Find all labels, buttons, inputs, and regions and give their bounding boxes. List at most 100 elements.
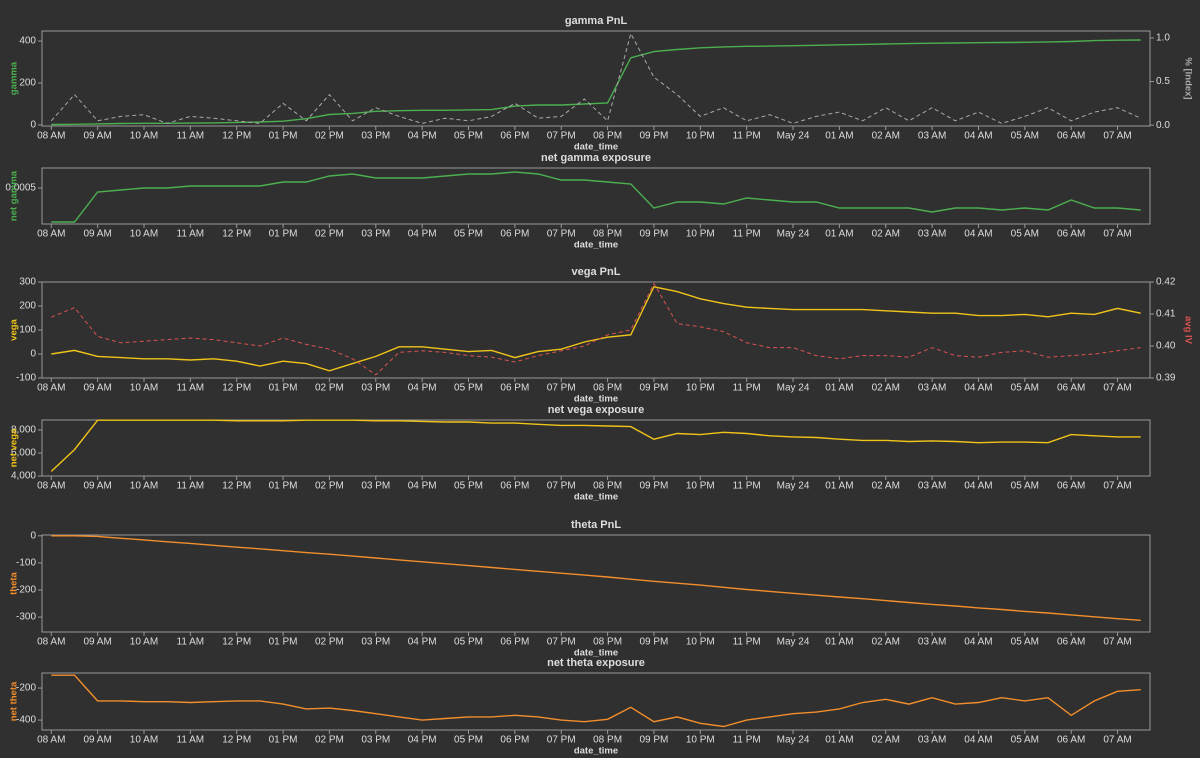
chart-title: net theta exposure [547, 657, 645, 669]
x-tick-label: 09 AM [83, 637, 111, 648]
x-tick-label: 03 AM [918, 735, 946, 746]
x-tick-label: 03 AM [918, 481, 946, 492]
x-axis-title: date_time [574, 492, 618, 503]
x-tick-label: 02 AM [872, 735, 900, 746]
x-tick-label: 04 AM [964, 229, 992, 240]
series-line [51, 282, 1141, 376]
x-tick-label: 08 AM [37, 481, 65, 492]
y-axis-title: avg IV [1182, 316, 1193, 345]
x-tick-label: 06 PM [500, 383, 529, 394]
series-line [51, 171, 1141, 223]
y-axis-title: theta [9, 571, 20, 594]
x-tick-label: 02 AM [872, 131, 900, 142]
x-tick-label: 10 PM [686, 637, 715, 648]
x-tick-label: 07 PM [547, 229, 576, 240]
x-tick-label: 03 PM [361, 735, 390, 746]
y-tick-label: 6,000 [11, 448, 36, 459]
x-tick-label: 09 PM [639, 383, 668, 394]
x-tick-label: 01 PM [269, 383, 298, 394]
x-tick-label: 01 AM [825, 637, 853, 648]
x-tick-label: 07 AM [1103, 131, 1131, 142]
x-tick-label: 06 PM [500, 735, 529, 746]
plot-frame [41, 281, 1151, 379]
x-tick-label: 03 AM [918, 637, 946, 648]
x-tick-label: 09 AM [83, 481, 111, 492]
x-tick-label: 08 AM [37, 229, 65, 240]
y-tick-label: 300 [19, 277, 36, 288]
y-axis-title: net vega [9, 428, 20, 467]
x-tick-label: 01 PM [269, 131, 298, 142]
x-tick-label: 11 PM [733, 637, 761, 648]
x-tick-label: 02 PM [315, 383, 344, 394]
x-tick-label: 04 PM [408, 637, 437, 648]
x-tick-label: 03 PM [361, 637, 390, 648]
x-tick-label: 01 PM [269, 637, 298, 648]
x-tick-label: 05 PM [454, 735, 483, 746]
x-tick-label: 06 AM [1057, 131, 1085, 142]
x-tick-label: 11 PM [733, 735, 761, 746]
x-tick-label: 03 AM [918, 131, 946, 142]
x-tick-label: 05 PM [454, 131, 483, 142]
x-axis-title: date_time [574, 240, 618, 251]
x-tick-label: 05 PM [454, 637, 483, 648]
y-tick-label: 0.42 [1156, 277, 1176, 288]
x-tick-label: 11 PM [733, 229, 761, 240]
x-tick-label: May 24 [777, 229, 810, 240]
x-tick-label: 04 PM [408, 131, 437, 142]
x-tick-label: 11 AM [177, 383, 205, 394]
x-tick-label: 06 PM [500, 131, 529, 142]
x-tick-label: 10 AM [130, 481, 158, 492]
x-tick-label: 07 PM [547, 637, 576, 648]
series-line [51, 674, 1141, 728]
x-tick-label: 04 AM [964, 383, 992, 394]
x-tick-label: 09 PM [639, 637, 668, 648]
x-tick-label: 08 AM [37, 131, 65, 142]
x-tick-label: 03 PM [361, 131, 390, 142]
y-axis-title: % [Index] [1182, 57, 1193, 99]
x-tick-label: 11 AM [177, 735, 205, 746]
x-tick-label: 06 PM [500, 637, 529, 648]
y-axis-title: gamma [9, 61, 20, 95]
x-tick-label: 08 PM [593, 481, 622, 492]
x-tick-label: 07 AM [1103, 229, 1131, 240]
x-tick-label: 04 AM [964, 131, 992, 142]
x-tick-label: 09 PM [639, 131, 668, 142]
x-tick-label: 02 PM [315, 735, 344, 746]
x-tick-label: May 24 [777, 131, 810, 142]
x-tick-label: 01 PM [269, 229, 298, 240]
y-axis-title: net theta [9, 681, 20, 721]
x-tick-label: 01 PM [269, 735, 298, 746]
x-tick-label: 09 AM [83, 383, 111, 394]
x-tick-label: 08 PM [593, 229, 622, 240]
x-tick-label: 12 PM [222, 637, 251, 648]
x-tick-label: 06 AM [1057, 481, 1085, 492]
plot-frame [41, 30, 1151, 127]
x-tick-label: 04 AM [964, 481, 992, 492]
x-tick-label: 10 AM [130, 131, 158, 142]
x-tick-label: 12 PM [222, 735, 251, 746]
y-tick-label: -100 [16, 558, 36, 569]
x-tick-label: 06 PM [500, 481, 529, 492]
x-tick-label: 10 AM [130, 229, 158, 240]
x-tick-label: 05 AM [1011, 383, 1039, 394]
x-tick-label: 01 AM [825, 131, 853, 142]
x-tick-label: 12 PM [222, 229, 251, 240]
plot-frame [41, 419, 1151, 477]
series-line [50, 419, 1141, 472]
x-tick-label: 11 AM [177, 637, 205, 648]
x-tick-label: 02 AM [872, 383, 900, 394]
x-tick-label: 05 AM [1011, 637, 1039, 648]
x-tick-label: 06 PM [500, 229, 529, 240]
x-tick-label: 11 PM [733, 131, 761, 142]
y-tick-label: 200 [19, 78, 36, 89]
x-tick-label: 10 AM [130, 735, 158, 746]
x-tick-label: May 24 [777, 481, 810, 492]
x-tick-label: 03 PM [361, 481, 390, 492]
x-tick-label: 01 AM [825, 383, 853, 394]
x-tick-label: 02 PM [315, 131, 344, 142]
x-tick-label: 03 PM [361, 383, 390, 394]
y-tick-label: 0.41 [1156, 309, 1176, 320]
y-tick-label: -200 [16, 683, 36, 694]
